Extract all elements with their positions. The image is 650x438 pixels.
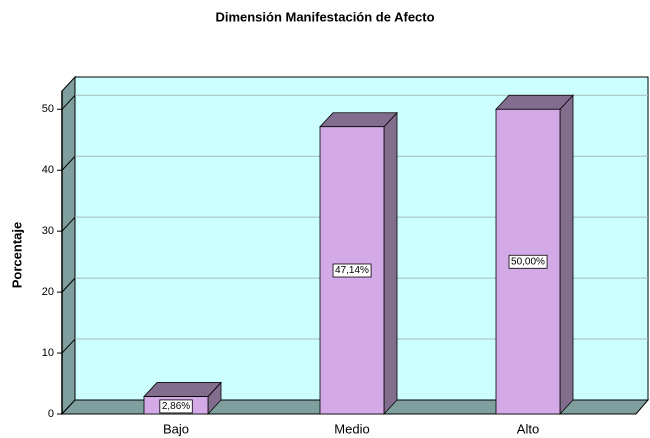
- y-tick-label: 10: [42, 347, 54, 359]
- chart-title: Dimensión Manifestación de Afecto: [215, 9, 434, 24]
- x-tick-label: Bajo: [163, 421, 189, 436]
- bar-side: [559, 94, 574, 416]
- grid-line: [61, 155, 76, 171]
- grid-line: [61, 277, 76, 293]
- y-tick-label: 30: [42, 225, 54, 237]
- side-wall: [61, 75, 76, 416]
- bar-top: [319, 112, 398, 128]
- bar-top: [143, 382, 222, 397]
- data-label-box: [332, 263, 372, 278]
- bars: 2,86% 47,14% 50,00%: [143, 94, 574, 416]
- data-label: 2,86%: [162, 401, 190, 412]
- y-tick-label: 20: [42, 286, 54, 298]
- y-tick-label: 50: [42, 103, 54, 115]
- data-label-box: [159, 399, 193, 414]
- bar-side: [383, 111, 398, 416]
- grid-line: [61, 216, 76, 232]
- data-label: 47,14%: [335, 265, 369, 276]
- y-tick-label: 0: [48, 408, 54, 420]
- x-tick-label: Medio: [334, 421, 369, 436]
- x-tick-label: Alto: [517, 421, 539, 436]
- data-label-box: [508, 254, 548, 269]
- data-label: 50,00%: [511, 256, 545, 267]
- grid-line: [61, 338, 76, 354]
- bar-top: [495, 94, 574, 110]
- y-axis-label: Porcentaje: [9, 222, 24, 288]
- y-tick-label: 40: [42, 164, 54, 176]
- grid-line: [61, 94, 76, 110]
